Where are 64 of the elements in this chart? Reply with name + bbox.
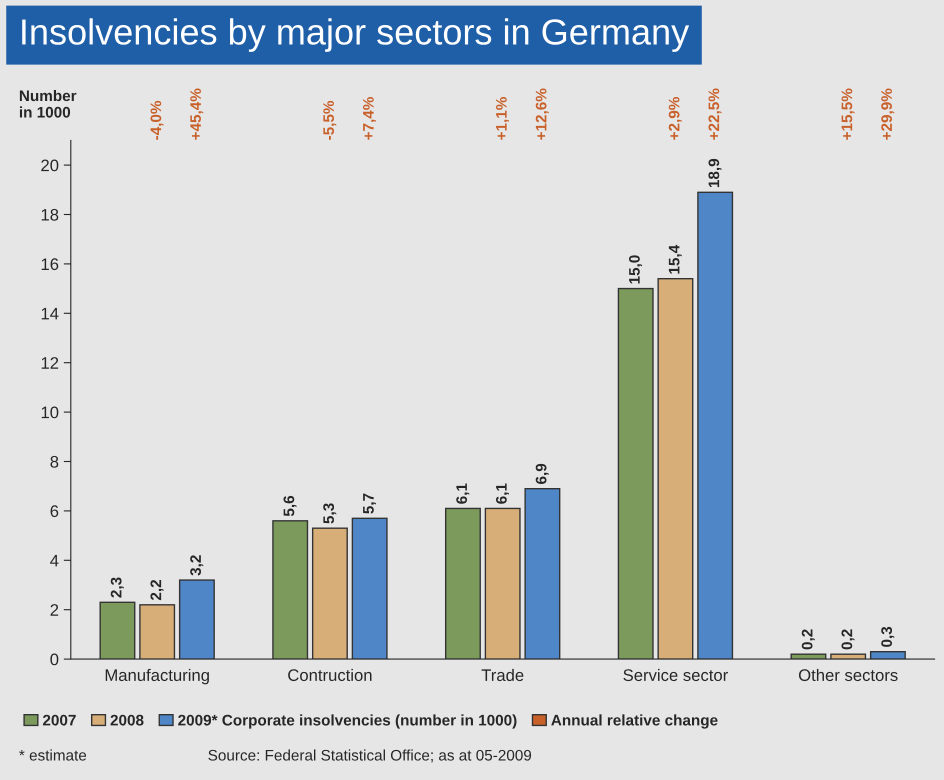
bar	[139, 604, 176, 660]
y-tick-label: 0	[50, 654, 58, 666]
legend-label: 2009* Corporate insolvencies (number in 1000)	[178, 714, 516, 729]
data-label: 18,9	[708, 158, 722, 188]
bar	[790, 653, 826, 660]
data-label: 5,3	[323, 503, 336, 524]
legend-label: 2007	[42, 714, 76, 726]
text: +29,9%	[881, 88, 894, 140]
y-tick-label: 10	[42, 406, 58, 418]
text: -5,5%	[323, 100, 336, 140]
bar	[352, 518, 388, 660]
data-label: 6,9	[536, 464, 549, 484]
text: +2,9%	[668, 97, 682, 140]
bar	[618, 288, 654, 660]
y-tick-label: 16	[42, 258, 58, 270]
legend-label: Annual relative change	[551, 714, 718, 729]
y-tick-label: 20	[41, 160, 58, 172]
text: +12,6%	[536, 88, 549, 140]
y-tick-label: 8	[50, 456, 58, 468]
bar	[657, 278, 694, 660]
data-label: 15,0	[628, 255, 642, 284]
y-tick-label: 4	[50, 554, 59, 566]
y-tick-label: 14	[42, 308, 59, 320]
bar	[444, 508, 481, 660]
data-label: 2,2	[150, 580, 164, 600]
data-label: 6,1	[456, 483, 470, 504]
x-tick-label: Service sector	[623, 668, 728, 682]
text: +22,5%	[708, 88, 722, 140]
data-label: 3,2	[190, 555, 204, 576]
x-tick-label: Contruction	[288, 668, 372, 682]
y-tick-label: 12	[42, 357, 58, 369]
text: +1,1%	[496, 97, 509, 140]
bar	[99, 602, 136, 660]
data-label: 0,2	[841, 629, 854, 650]
bar	[312, 527, 348, 660]
text: +45,4%	[190, 88, 204, 140]
data-label: 5,6	[283, 496, 297, 516]
y-tick-label: 6	[50, 505, 58, 518]
x-tick-label: Trade	[482, 668, 524, 682]
y-tick-label: 2	[50, 604, 58, 616]
data-label: 6,1	[496, 483, 509, 504]
bar	[524, 488, 560, 660]
source-note: Source: Federal Statistical Office; as at 05-2009	[208, 749, 532, 762]
data-label: 5,7	[363, 494, 376, 514]
data-label: 15,4	[668, 244, 682, 274]
data-label: 0,2	[802, 629, 815, 650]
y-tick-label: 18	[42, 208, 58, 221]
bar	[830, 653, 866, 660]
bar	[272, 520, 308, 660]
text: +15,5%	[842, 88, 854, 140]
bar	[484, 508, 521, 660]
text: -4,0%	[150, 100, 164, 140]
chart-title: Insolvencies by major sectors in Germany	[22, 18, 690, 52]
bar	[178, 579, 215, 660]
bar	[697, 192, 734, 660]
x-tick-label: Manufacturing	[106, 668, 209, 684]
y-axis-title: Number in 1000	[20, 90, 76, 118]
text: * estimate	[19, 749, 86, 761]
text: +7,4%	[362, 97, 376, 140]
data-label: 0,3	[881, 626, 894, 647]
data-label: 2,3	[110, 577, 124, 598]
bar	[870, 650, 906, 660]
x-tick-label: Other sectors	[798, 668, 898, 682]
legend-label: 2008	[110, 714, 144, 726]
